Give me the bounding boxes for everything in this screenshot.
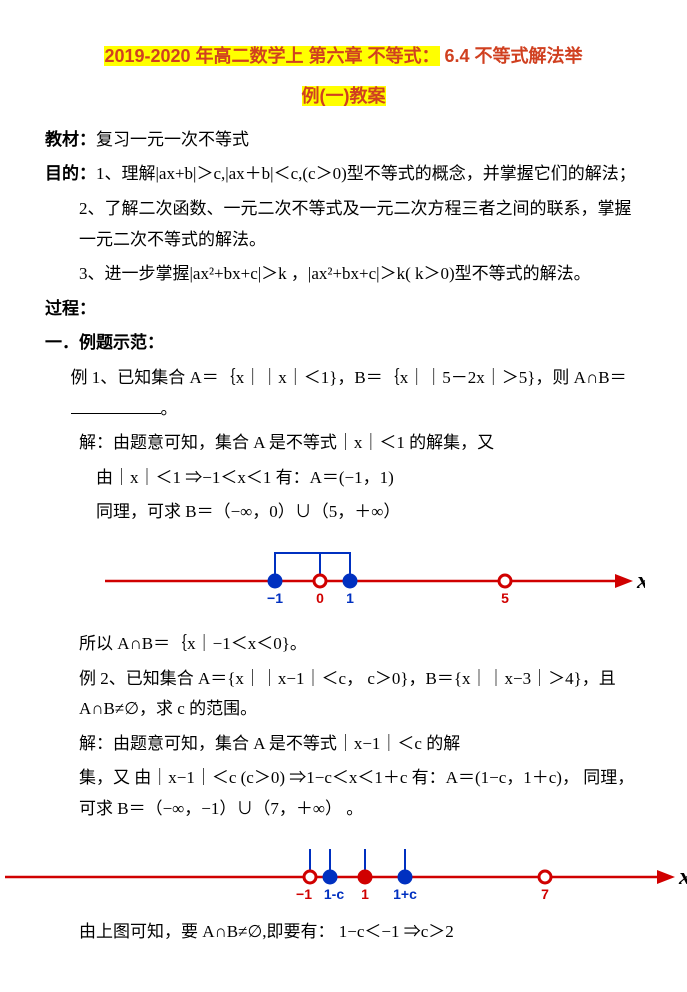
ex2-sol2: 集，又 由｜x−1｜＜c (c＞0) ⇒1−c＜x＜1＋c 有：A＝(1−c，1… bbox=[45, 763, 642, 824]
number-line-1: x −1 0 1 5 bbox=[45, 536, 642, 621]
ex1-sol3: 同理，可求 B＝（−∞，0）∪（5，＋∞） bbox=[45, 497, 642, 528]
ex2-q: 例 2、已知集合 A＝{x｜｜x−1｜＜c， c＞0}，B＝{x｜｜x−3｜＞4… bbox=[45, 664, 642, 725]
number-line-2: x−11-c11+c7 bbox=[0, 832, 642, 917]
title-line2: 例(一)教案 bbox=[45, 80, 642, 112]
section1-label: 一．例题示范： bbox=[45, 328, 642, 359]
material-line: 教材：复习一元一次不等式 bbox=[45, 125, 642, 156]
goal-label: 目的： bbox=[45, 164, 96, 183]
title-hl: 2019-2020 年高二数学上 第六章 不等式： bbox=[104, 46, 439, 66]
ex2-sol1: 解：由题意可知，集合 A 是不等式｜x−1｜＜c 的解 bbox=[45, 729, 642, 760]
material-label: 教材： bbox=[45, 130, 96, 149]
svg-text:5: 5 bbox=[501, 590, 509, 606]
svg-text:x: x bbox=[636, 568, 645, 594]
ex1-sol2: 由｜x｜＜1 ⇒−1＜x＜1 有：A＝(−1，1) bbox=[45, 463, 642, 494]
goal3: 3、进一步掌握|ax²+bx+c|＞k ，|ax²+bx+c|＞k( k＞0)型… bbox=[45, 259, 642, 290]
svg-text:1+c: 1+c bbox=[393, 886, 417, 902]
svg-text:−1: −1 bbox=[296, 886, 312, 902]
svg-text:x: x bbox=[678, 864, 687, 890]
ex1-question: 例 1、已知集合 A＝｛x｜｜x｜＜1}，B＝｛x｜｜5－2x｜＞5}，则 A∩… bbox=[45, 363, 642, 424]
svg-text:−1: −1 bbox=[267, 590, 283, 606]
svg-text:1: 1 bbox=[361, 886, 369, 902]
ex1-sol1: 解：由题意可知，集合 A 是不等式｜x｜＜1 的解集，又 bbox=[45, 428, 642, 459]
ex2-conc: 由上图可知，要 A∩B≠∅,即要有： 1−c＜−1 ⇒c＞2 bbox=[45, 917, 642, 948]
blank-line bbox=[71, 413, 161, 414]
goals: 目的：1、理解|ax+b|＞c,|ax＋b|＜c,(c＞0)型不等式的概念，并掌… bbox=[45, 159, 642, 190]
ex1-conc: 所以 A∩B＝｛x｜−1＜x＜0}。 bbox=[45, 629, 642, 660]
title-rest: 6.4 不等式解法举 bbox=[440, 46, 583, 66]
goal1: 1、理解|ax+b|＞c,|ax＋b|＜c,(c＞0)型不等式的概念，并掌握它们… bbox=[96, 164, 636, 183]
goal2: 2、了解二次函数、一元二次不等式及一元二次方程三者之间的联系，掌握一元二次不等式… bbox=[45, 194, 642, 255]
material-text: 复习一元一次不等式 bbox=[96, 130, 249, 149]
svg-text:1-c: 1-c bbox=[324, 886, 344, 902]
svg-text:7: 7 bbox=[541, 886, 549, 902]
svg-text:0: 0 bbox=[316, 590, 324, 606]
process-label: 过程： bbox=[45, 294, 642, 325]
svg-text:1: 1 bbox=[346, 590, 354, 606]
title-line1: 2019-2020 年高二数学上 第六章 不等式： 6.4 不等式解法举 bbox=[45, 40, 642, 72]
